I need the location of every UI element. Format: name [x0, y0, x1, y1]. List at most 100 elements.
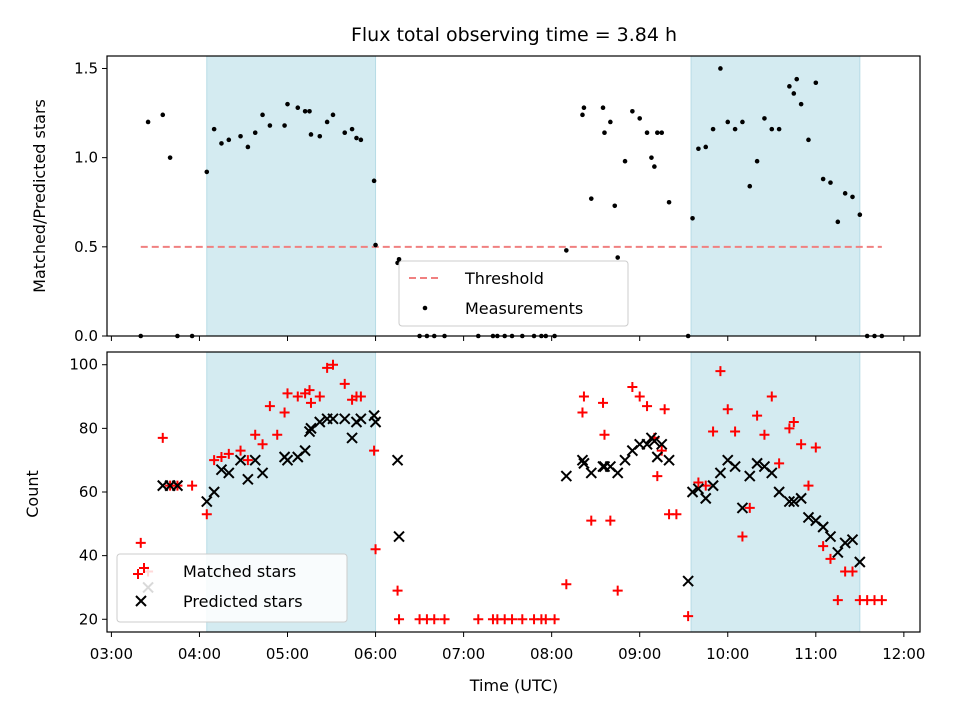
matched-stars-point	[627, 382, 638, 392]
measurements-point	[282, 123, 287, 128]
predicted-stars-point	[651, 451, 664, 463]
predicted-stars-point	[234, 454, 247, 466]
predicted-stars-point	[208, 486, 220, 498]
predicted-stars-point	[201, 495, 213, 508]
matched-stars-point	[612, 585, 623, 596]
predicted-stars-point	[641, 438, 653, 450]
measurements-point	[850, 194, 855, 200]
ratio-panel: 0.0 0.5 1.0 1.5 Threshold Measurements	[74, 55, 921, 345]
predicted-stars-point	[339, 413, 351, 425]
predicted-stars-point	[303, 425, 316, 438]
measurements-point	[791, 91, 797, 96]
measurements-point	[857, 212, 863, 218]
measurements-point	[204, 169, 210, 175]
predicted-stars-point	[215, 464, 228, 476]
matched-stars-point	[216, 452, 227, 462]
legend-label: Measurements	[465, 299, 583, 318]
measurements-point	[219, 141, 224, 146]
matched-stars-point	[788, 417, 799, 427]
predicted-stars-point	[346, 432, 358, 444]
matched-stars-point	[642, 401, 653, 412]
predicted-stars-point	[795, 492, 807, 505]
predicted-stars-point	[171, 479, 184, 492]
predicted-stars-point	[305, 422, 317, 435]
measurements-point	[308, 132, 314, 137]
predicted-stars-point	[700, 492, 712, 505]
measurements-point	[842, 191, 848, 196]
top-y-tick-label: 0.0	[74, 327, 98, 345]
matched-stars-point	[327, 359, 338, 370]
measurements-point	[835, 219, 841, 225]
measurements-point	[285, 101, 290, 107]
top-y-tick-label: 1.5	[74, 59, 98, 77]
measurements-point	[630, 108, 635, 114]
top-y-tick-label: 0.5	[74, 238, 98, 256]
predicted-stars-point	[783, 495, 796, 508]
measurements-point	[238, 133, 243, 139]
legend-label: Matched stars	[183, 562, 296, 581]
matched-stars-point	[825, 553, 836, 564]
predicted-stars-point	[249, 454, 261, 466]
measurements-point	[608, 119, 613, 125]
matched-stars-point	[429, 614, 440, 625]
bottom-legend-box	[116, 553, 348, 623]
measurements-point	[740, 119, 745, 125]
matched-stars-point	[605, 515, 616, 526]
matched-stars-point	[598, 397, 609, 408]
measurements-point	[622, 158, 628, 164]
predicted-stars-point	[773, 486, 785, 498]
predicted-stars-point	[242, 473, 254, 485]
x-tick-label: 10:00	[706, 645, 749, 663]
matched-stars-point	[752, 410, 763, 421]
matched-stars-point	[264, 401, 275, 412]
predicted-stars-point	[729, 460, 741, 473]
matched-stars-point	[796, 439, 807, 450]
predicted-stars-point	[788, 495, 800, 508]
measurements-point	[725, 119, 731, 125]
predicted-stars-point	[281, 454, 294, 466]
matched-stars-point	[810, 442, 821, 453]
measurements-point	[762, 116, 767, 121]
measurements-point	[820, 176, 826, 182]
matched-stars-point	[517, 614, 528, 625]
predicted-stars-point	[802, 511, 815, 524]
x-tick-label: 06:00	[354, 645, 397, 663]
top-legend-box	[398, 260, 629, 327]
x-tick-label: 05:00	[266, 645, 309, 663]
bottom-y-tick-label: 20	[79, 610, 98, 628]
matched-stars-point	[832, 595, 843, 606]
measurements-point	[644, 130, 650, 135]
measurements-point	[806, 137, 811, 143]
matched-stars-point	[157, 432, 168, 443]
measurements-point	[666, 199, 672, 205]
measurements-point	[580, 112, 585, 118]
bottom-y-tick-label: 40	[79, 547, 98, 565]
legend-measurements-swatch	[422, 305, 428, 311]
measurements-point	[354, 135, 359, 141]
measurements-point	[581, 105, 587, 111]
predicted-stars-point	[355, 413, 367, 425]
measurements-point	[302, 108, 308, 114]
measurements-point	[718, 66, 723, 71]
measurements-point	[776, 126, 782, 132]
matched-stars-point	[540, 614, 551, 625]
matched-stars-point	[135, 537, 146, 548]
matched-stars-point	[473, 614, 484, 625]
measurements-point	[696, 146, 701, 152]
predicted-stars-point	[682, 575, 694, 587]
matched-stars-point	[314, 391, 325, 402]
matched-stars-point	[737, 531, 748, 542]
measurements-point	[324, 119, 330, 125]
measurements-point	[798, 101, 804, 107]
measurements-point	[211, 126, 217, 132]
matched-stars-point	[803, 480, 814, 491]
bottom-y-tick-label: 80	[79, 419, 98, 437]
matched-stars-point	[577, 407, 588, 418]
legend-matched-swatch	[133, 569, 143, 579]
predicted-stars-point	[714, 467, 727, 479]
matched-stars-point	[292, 391, 303, 402]
predicted-stars-point	[256, 467, 269, 479]
measurements-point	[732, 126, 738, 132]
matched-stars-point	[370, 544, 381, 555]
top-axes-frame	[106, 55, 921, 337]
